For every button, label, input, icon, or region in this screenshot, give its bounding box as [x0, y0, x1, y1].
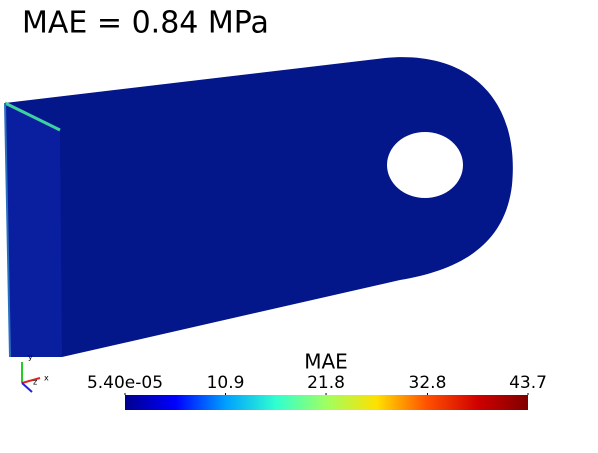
- colorbar-tick-label: 32.8: [409, 373, 447, 393]
- axis-label: y: [28, 353, 33, 362]
- colorbar: [125, 395, 528, 410]
- model: [4, 57, 513, 358]
- axis-arrow: [21, 382, 33, 393]
- colorbar-tick-label: 5.40e-05: [87, 373, 163, 393]
- axis-label: x: [44, 374, 49, 383]
- title: MAE = 0.84 MPa: [22, 6, 269, 41]
- part-end-face: [5, 103, 62, 357]
- colorbar-tick-label: 21.8: [307, 373, 345, 393]
- edge-highlight: [4, 102, 11, 358]
- colorbar-tick-label: 10.9: [207, 373, 245, 393]
- axis-label: z: [33, 378, 37, 387]
- part-body: [5, 57, 513, 358]
- axis-arrow: [21, 377, 41, 384]
- colorbar-tick-label: 43.7: [509, 373, 547, 393]
- hole: [387, 132, 463, 198]
- edge-highlight: [4, 101, 61, 132]
- colorbar-title: MAE: [304, 350, 348, 374]
- axes-triad: y z x: [21, 353, 49, 393]
